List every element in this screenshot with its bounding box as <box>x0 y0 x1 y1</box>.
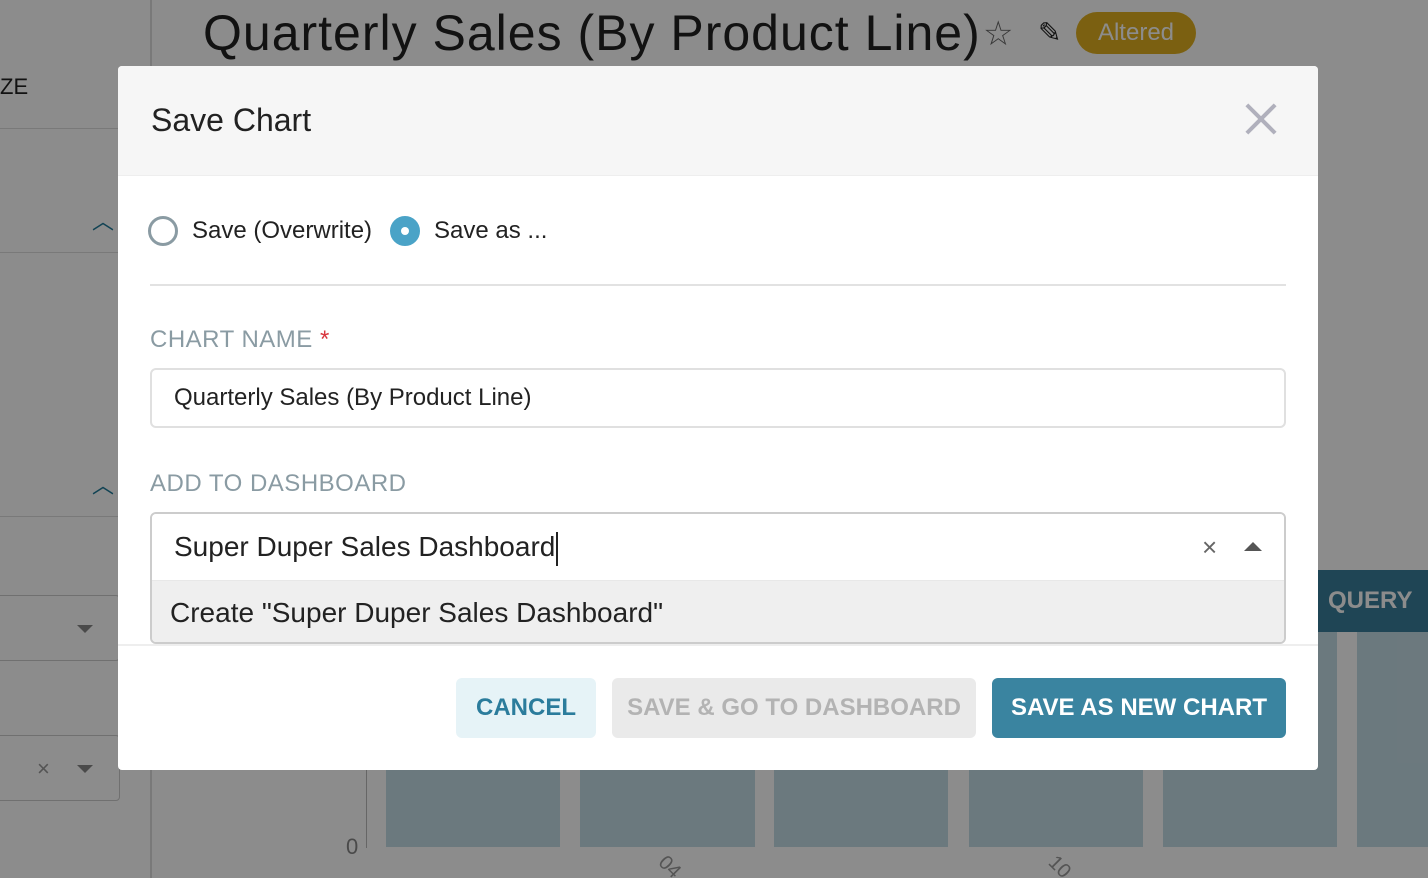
chart-name-input[interactable]: Quarterly Sales (By Product Line) <box>150 368 1286 428</box>
save-and-go-to-dashboard-button[interactable]: SAVE & GO TO DASHBOARD <box>612 678 976 738</box>
modal-footer <box>118 644 1318 646</box>
radio-overwrite[interactable] <box>148 216 178 246</box>
clear-icon[interactable]: × <box>37 756 50 781</box>
chart-title[interactable]: Quarterly Sales (By Product Line) <box>203 5 981 61</box>
caret-down-icon <box>77 625 93 633</box>
save-mode-radio-group: Save (Overwrite) Save as ... <box>148 216 547 246</box>
create-dashboard-option[interactable]: Create "Super Duper Sales Dashboard" <box>152 580 1284 642</box>
caret-up-icon[interactable] <box>1244 542 1262 551</box>
close-icon[interactable] <box>1244 102 1278 136</box>
altered-badge[interactable]: Altered <box>1076 12 1196 54</box>
radio-save-as-label[interactable]: Save as ... <box>434 217 548 244</box>
dashboard-select-value[interactable]: Super Duper Sales Dashboard <box>174 531 556 562</box>
y-tick-label: 0 <box>346 834 359 859</box>
add-to-dashboard-label: ADD TO DASHBOARD <box>150 470 407 497</box>
modal-header: Save Chart <box>118 66 1318 176</box>
divider <box>0 252 152 253</box>
dashboard-select[interactable]: Super Duper Sales Dashboard × Create "Su… <box>150 512 1286 644</box>
chart-bar <box>1357 632 1428 847</box>
star-icon[interactable]: ☆ <box>983 15 1014 53</box>
save-chart-modal: Save Chart Save (Overwrite) Save as ... … <box>118 66 1318 770</box>
divider <box>150 284 1286 286</box>
modal-title: Save Chart <box>151 102 312 138</box>
run-query-button[interactable]: QUERY <box>1300 570 1428 632</box>
sidebar-section-label: ZE <box>0 74 29 99</box>
radio-overwrite-label[interactable]: Save (Overwrite) <box>192 217 373 244</box>
required-mark: * <box>319 326 330 353</box>
y-axis <box>366 760 367 848</box>
edit-icon[interactable]: ✎ <box>1038 17 1062 48</box>
chart-name-label: CHART NAME * <box>150 326 330 354</box>
chart-name-label-text: CHART NAME <box>150 326 313 353</box>
clear-icon[interactable]: × <box>1202 532 1218 562</box>
save-as-new-chart-button[interactable]: SAVE AS NEW CHART <box>992 678 1286 738</box>
radio-save-as[interactable] <box>390 216 421 246</box>
cancel-button[interactable]: CANCEL <box>456 678 596 738</box>
dashboard-select-input[interactable]: Super Duper Sales Dashboard × <box>152 514 1284 580</box>
divider <box>0 516 152 517</box>
text-cursor <box>556 531 559 566</box>
caret-down-icon <box>77 765 93 773</box>
divider <box>0 128 152 129</box>
